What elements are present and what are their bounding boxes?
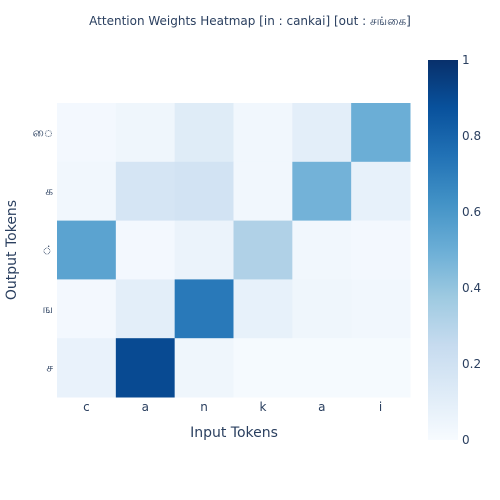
heatmap-cell [351, 161, 411, 222]
x-tick-label: a [142, 400, 149, 414]
heatmap-cell [57, 279, 117, 339]
x-tick-label: k [259, 400, 266, 414]
heatmap-cell [351, 279, 411, 339]
y-tick-label: ் [42, 243, 53, 257]
heatmap-cell [57, 220, 117, 280]
heatmap-cell [115, 220, 176, 280]
heatmap-cells [57, 103, 411, 398]
heatmap-cell [174, 279, 234, 339]
heatmap-cell [57, 103, 117, 163]
heatmap-cell [351, 220, 411, 280]
y-tick-label: ங [42, 302, 53, 316]
heatmap-cell [292, 338, 352, 398]
heatmap-cell [351, 338, 411, 398]
heatmap-cell [292, 279, 352, 339]
y-tick-label: ை [32, 125, 53, 139]
x-tick-label: i [379, 400, 382, 414]
heatmap-cell [233, 220, 293, 280]
heatmap-cell [115, 279, 176, 339]
y-tick-label: க [45, 184, 53, 198]
heatmap-cell [292, 103, 352, 163]
heatmap-cell [233, 338, 293, 398]
heatmap-cell [174, 161, 234, 222]
colorbar-tick-label: 0.8 [462, 129, 481, 143]
heatmap-cell [115, 161, 176, 222]
heatmap-cell [115, 103, 176, 163]
colorbar-tick-label: 0.4 [462, 281, 481, 295]
heatmap-cell [174, 338, 234, 398]
heatmap-cell [233, 103, 293, 163]
heatmap-cell [115, 338, 176, 398]
heatmap-cell [57, 161, 117, 222]
colorbar-tick-label: 0.6 [462, 205, 481, 219]
colorbar-tick-label: 1 [462, 53, 470, 67]
heatmap-cell [57, 338, 117, 398]
x-tick-label: c [83, 400, 90, 414]
heatmap-cell [292, 220, 352, 280]
y-axis-ticks: ை க் ங ச [32, 125, 53, 374]
colorbar [428, 60, 458, 440]
y-tick-label: ச [46, 361, 53, 375]
heatmap-cell [174, 103, 234, 163]
colorbar-ticks: 0 0.2 0.4 0.6 0.8 1 [462, 53, 481, 447]
y-axis-label: Output Tokens [4, 200, 20, 300]
colorbar-tick-label: 0.2 [462, 357, 481, 371]
heatmap-cell [174, 220, 234, 280]
x-tick-label: a [318, 400, 325, 414]
colorbar-tick-label: 0 [462, 433, 470, 447]
x-tick-label: n [200, 400, 208, 414]
heatmap-cell [351, 103, 411, 163]
heatmap-cell [233, 279, 293, 339]
heatmap-cell [233, 161, 293, 222]
chart-title: Attention Weights Heatmap [in : cankai] … [89, 14, 411, 28]
x-axis-label: Input Tokens [190, 425, 278, 441]
heatmap-cell [292, 161, 352, 222]
